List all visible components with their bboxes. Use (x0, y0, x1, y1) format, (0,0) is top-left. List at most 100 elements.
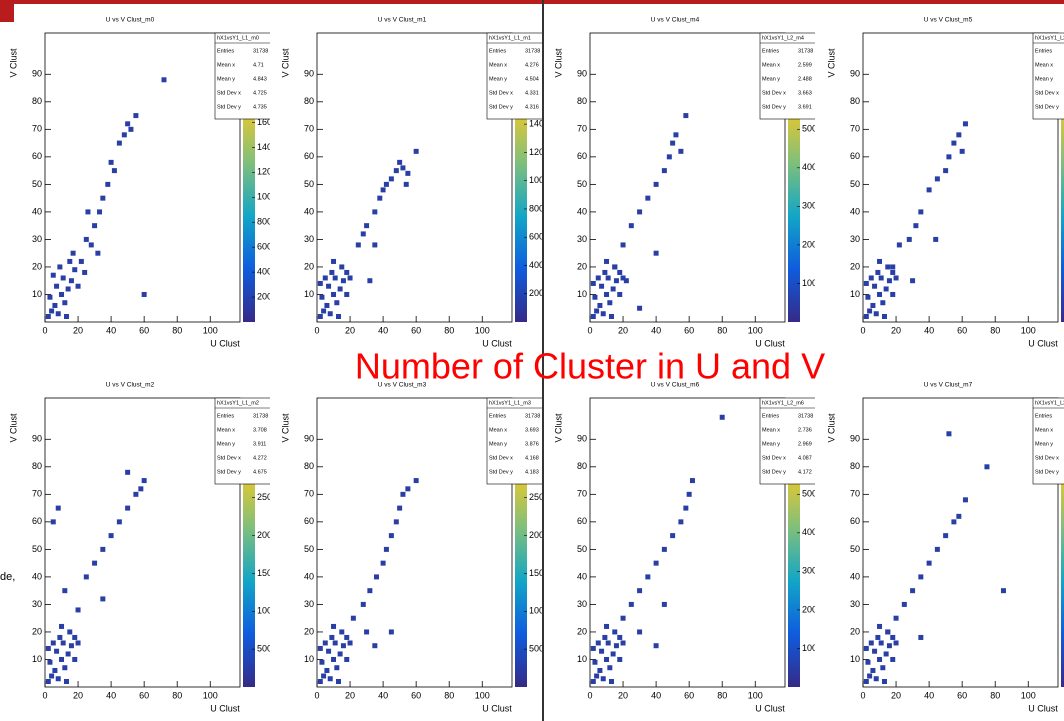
data-cell (867, 308, 873, 314)
data-cell (45, 313, 51, 319)
data-cell (653, 560, 659, 566)
data-cell (637, 209, 643, 215)
x-tick-label: 80 (717, 325, 727, 335)
stats-value: 4.725 (253, 90, 267, 96)
data-cell (70, 250, 76, 256)
stats-label: Mean x (217, 62, 235, 68)
data-cell (413, 148, 419, 154)
panel: U vs V Clust_m2 0 20 40 60 80 100 10 20 30 40 50 60 7… (8, 382, 277, 713)
x-tick-label: 60 (411, 325, 421, 335)
data-cell (116, 519, 122, 525)
data-cell (604, 656, 610, 662)
y-tick-label: 50 (32, 544, 42, 554)
x-axis-label: U Clust (210, 338, 240, 348)
data-cell (605, 640, 611, 646)
stats-name: hX1vsY1_L2_m4 (762, 35, 804, 41)
y-tick-label: 80 (850, 96, 860, 106)
data-cell (885, 629, 891, 635)
palette-label: 1200 (257, 167, 277, 177)
data-cell (602, 269, 608, 275)
stats-label: Std Dev y (217, 469, 241, 475)
y-tick-label: 80 (304, 96, 314, 106)
data-cell (326, 648, 332, 654)
data-cell (340, 278, 346, 284)
palette-label: 1000 (529, 175, 549, 185)
stats-box (1032, 32, 1064, 120)
data-cell (881, 313, 887, 319)
data-cell (590, 280, 596, 286)
x-tick-label: 0 (860, 690, 865, 700)
y-tick-label: 20 (850, 261, 860, 271)
palette-label: 1500 (529, 568, 549, 578)
data-cell (637, 305, 643, 311)
data-cell (100, 546, 106, 552)
y-tick-label: 70 (32, 489, 42, 499)
data-cell (400, 491, 406, 497)
data-cell (661, 168, 667, 174)
data-cell (890, 656, 896, 662)
y-tick-label: 30 (32, 599, 42, 609)
data-cell (75, 640, 81, 646)
data-cell (607, 665, 613, 671)
data-cell (890, 264, 896, 270)
data-cell (868, 275, 874, 281)
data-cell (57, 264, 63, 270)
data-cell (59, 623, 65, 629)
stats-name: hX1vsY1_L2_m (1035, 400, 1064, 406)
palette-label: 2000 (802, 604, 822, 614)
plot-frame (316, 32, 513, 323)
stats-value: 31738 (798, 413, 813, 419)
stats-label: Mean x (762, 62, 780, 68)
panel: U vs V Clust_m4 0 20 40 60 80 100 10 20 30 40 50 60 7… (553, 17, 815, 348)
data-cell (918, 574, 924, 580)
stats-value: 2.488 (798, 76, 812, 82)
data-cell (380, 187, 386, 193)
data-cell (75, 607, 81, 613)
data-cell (678, 519, 684, 525)
data-cell (962, 497, 968, 503)
data-cell (331, 291, 337, 297)
data-cell (329, 269, 335, 275)
stats-label: Entries (217, 413, 234, 419)
data-cell (60, 640, 66, 646)
data-cell (890, 291, 896, 297)
x-tick-label: 60 (411, 690, 421, 700)
y-tick-label: 90 (577, 69, 587, 79)
x-tick-label: 100 (748, 325, 763, 335)
data-cell (863, 313, 869, 319)
stats-label: Std Dev x (1035, 90, 1059, 96)
data-cell (604, 258, 610, 264)
x-tick-label: 80 (444, 325, 454, 335)
data-cell (49, 308, 55, 314)
y-axis-label: V Clust (8, 48, 18, 78)
data-cell (653, 181, 659, 187)
data-cell (653, 250, 659, 256)
data-cell (607, 300, 613, 306)
panels: U vs V Clust_m00 20 40 60 80 1001020304050607… (8, 17, 1064, 713)
palette-label: 2000 (257, 530, 277, 540)
data-cell (893, 275, 899, 281)
stats-value: 4.675 (253, 469, 267, 475)
y-tick-label: 50 (577, 179, 587, 189)
y-tick-label: 30 (850, 599, 860, 609)
data-cell (959, 148, 965, 154)
y-tick-label: 80 (32, 461, 42, 471)
data-cell (628, 223, 634, 229)
stats-value: 4.843 (253, 76, 267, 82)
data-cell (317, 678, 323, 684)
palette-label: 1400 (257, 142, 277, 152)
stats-value: 31738 (253, 48, 268, 54)
y-tick-label: 90 (304, 69, 314, 79)
data-cell (628, 601, 634, 607)
data-cell (926, 187, 932, 193)
data-cell (133, 113, 139, 119)
stats-value: 3.708 (253, 427, 267, 433)
data-cell (592, 294, 598, 300)
stats-label: Mean y (217, 76, 235, 82)
y-tick-label: 40 (577, 206, 587, 216)
panel-title: U vs V Clust_m1 (378, 17, 427, 24)
data-cell (719, 414, 725, 420)
palette-label: 800 (257, 217, 272, 227)
stats-label: Mean y (762, 76, 780, 82)
stats-name: hX1vsY1_L2_m (1035, 35, 1064, 41)
